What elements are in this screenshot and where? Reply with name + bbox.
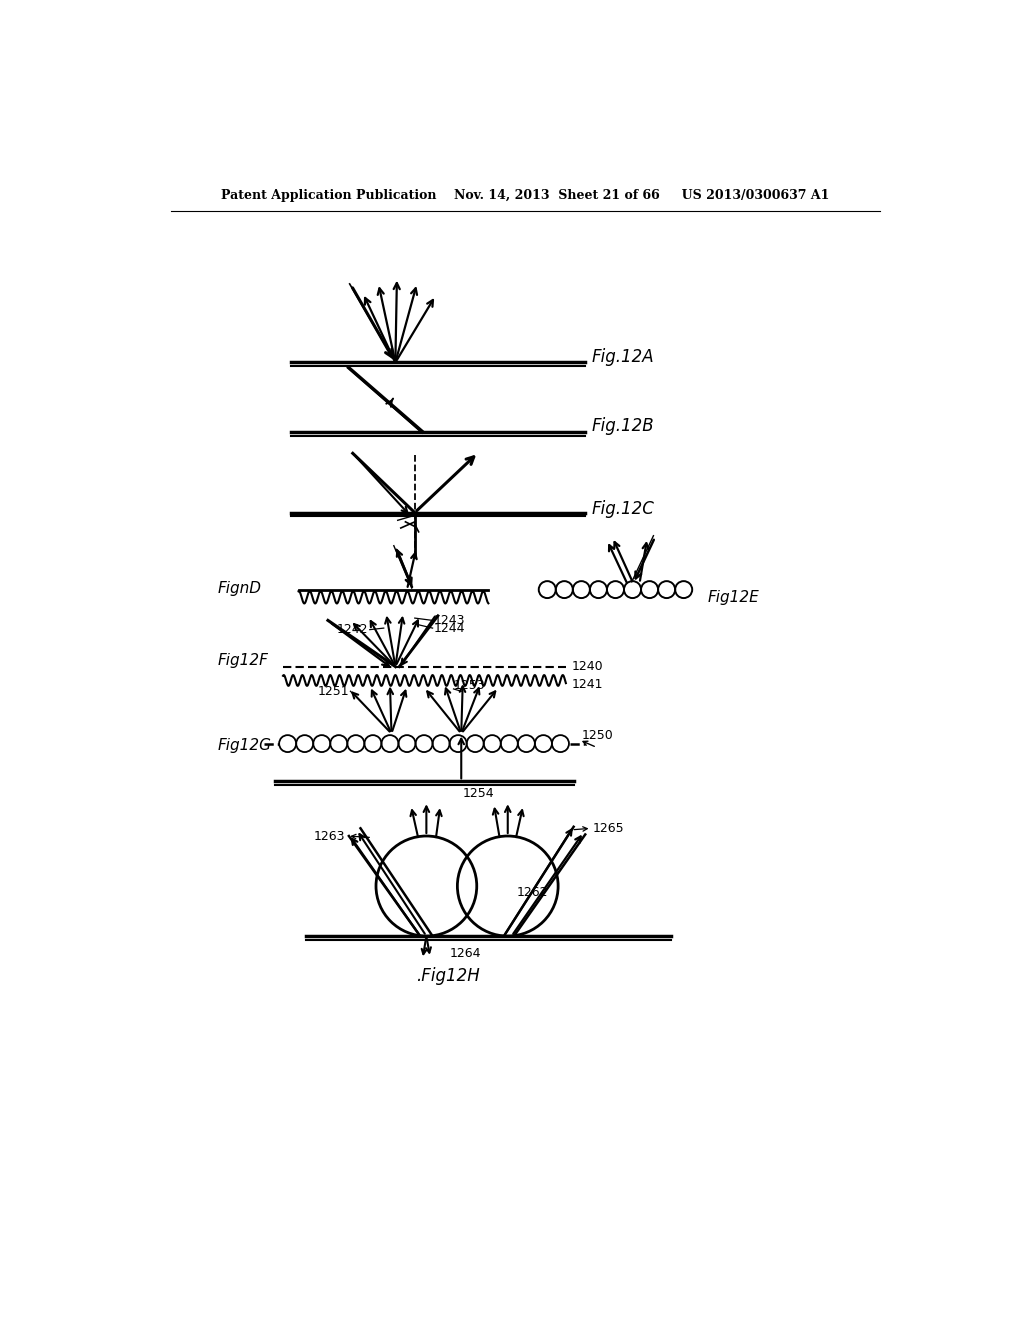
Text: Fig.12B: Fig.12B: [592, 417, 654, 436]
Text: Fig.12C: Fig.12C: [592, 500, 654, 517]
Text: 1241: 1241: [572, 677, 603, 690]
Text: Fig.12A: Fig.12A: [592, 348, 654, 366]
Text: 1250: 1250: [582, 730, 613, 742]
Text: 1265: 1265: [593, 822, 625, 834]
Text: .Fig12H: .Fig12H: [417, 968, 480, 985]
Text: Patent Application Publication    Nov. 14, 2013  Sheet 21 of 66     US 2013/0300: Patent Application Publication Nov. 14, …: [220, 189, 829, 202]
Text: FignD: FignD: [217, 581, 261, 595]
Text: 1254: 1254: [463, 787, 495, 800]
Text: 1253: 1253: [454, 680, 485, 693]
Text: 1251: 1251: [317, 685, 349, 698]
Text: 1243: 1243: [434, 614, 466, 627]
Text: Fig12E: Fig12E: [708, 590, 760, 605]
Text: 1264: 1264: [450, 946, 481, 960]
Text: 1263: 1263: [313, 829, 345, 842]
Text: 1242: 1242: [337, 623, 369, 636]
Text: 1244: 1244: [434, 622, 466, 635]
Text: Fig12F: Fig12F: [217, 653, 268, 668]
Text: 1240: 1240: [572, 660, 604, 673]
Text: Fig12G: Fig12G: [217, 738, 271, 752]
Text: 1262: 1262: [517, 886, 549, 899]
